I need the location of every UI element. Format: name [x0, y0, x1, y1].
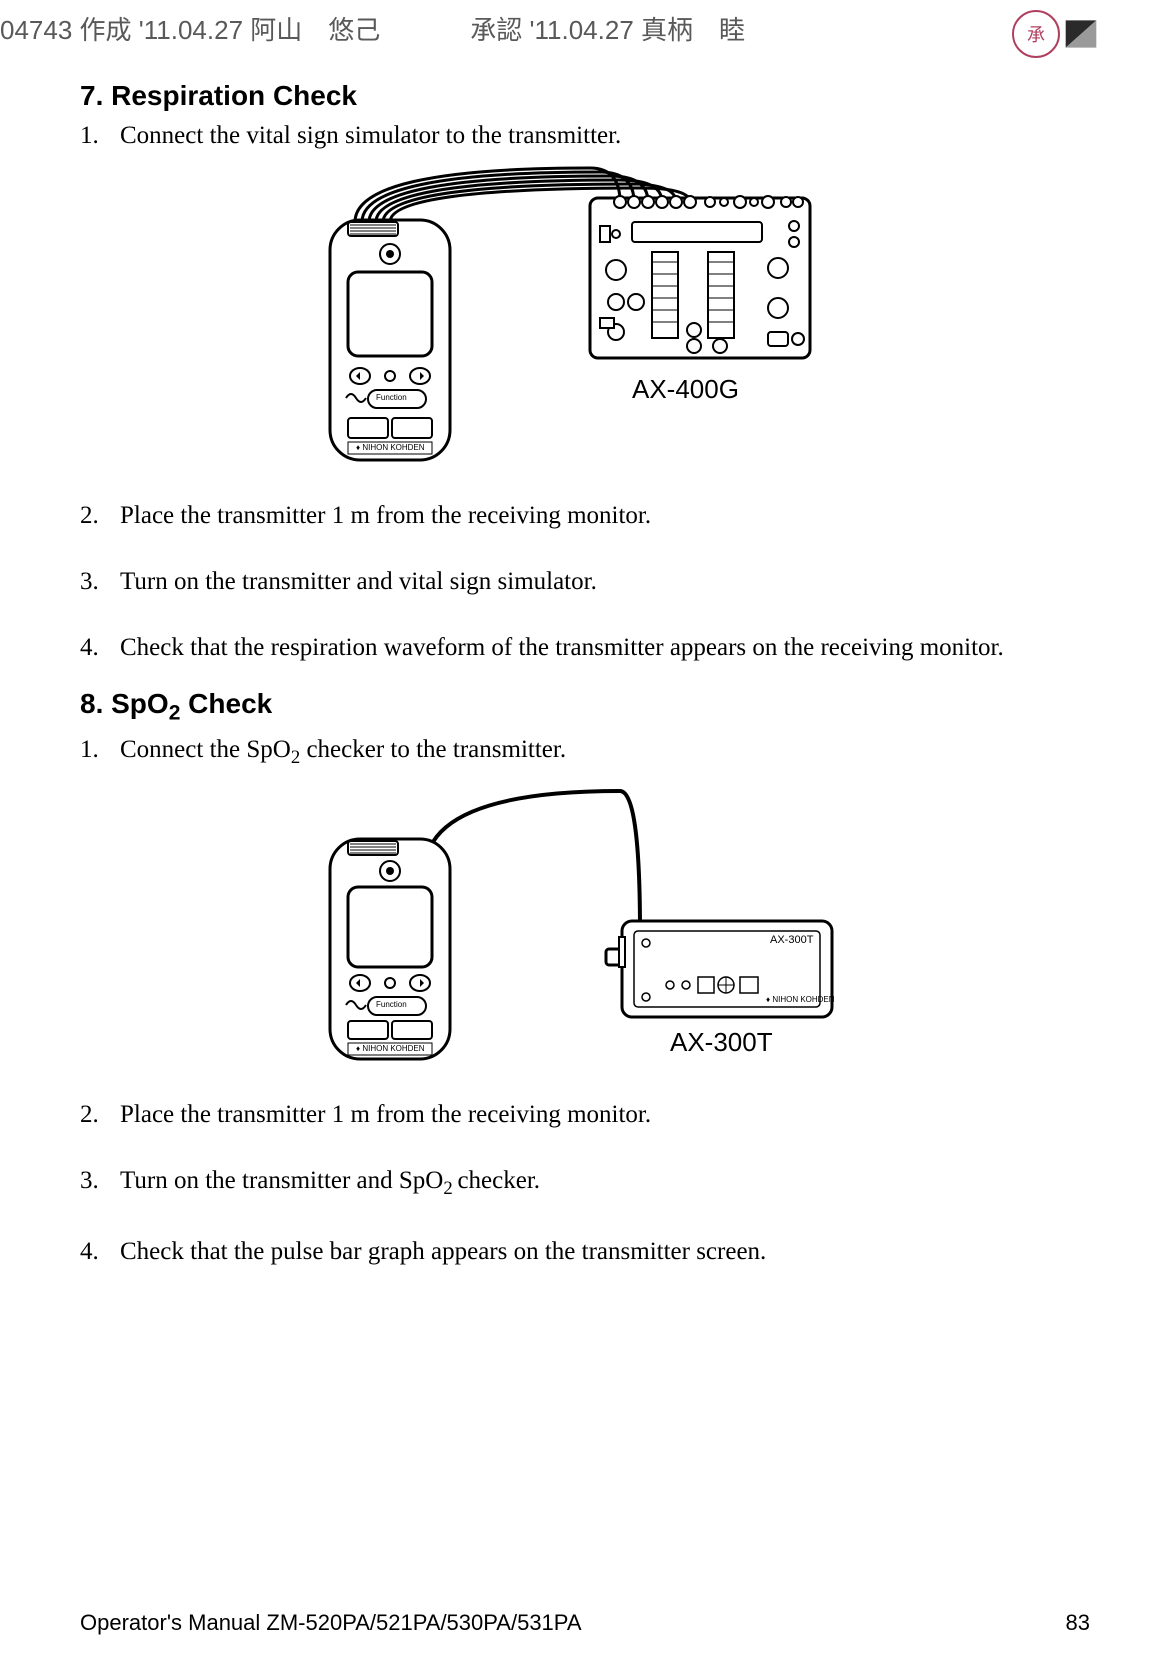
- function-label-1: Function: [376, 393, 407, 402]
- inner-model-label: AX-300T: [770, 934, 813, 946]
- section-7-title: 7. Respiration Check: [80, 80, 1090, 112]
- step-number: 1.: [80, 122, 120, 150]
- s8s1-prefix: Connect the SpO: [120, 736, 291, 763]
- approval-block: 承認 '11.04.27 真柄 睦: [470, 10, 745, 47]
- function-label-2: Function: [376, 1000, 407, 1009]
- section-7-step-2: 2. Place the transmitter 1 m from the re…: [80, 502, 1090, 530]
- section-7-step-4: 4. Check that the respiration waveform o…: [80, 634, 1090, 662]
- section-8-step-4: 4. Check that the pulse bar graph appear…: [80, 1238, 1090, 1266]
- step-number: 1.: [80, 736, 120, 769]
- s8s3-suffix: checker.: [457, 1167, 540, 1194]
- brand-text-2: NIHON KOHDEN: [362, 1044, 424, 1053]
- page: 04743 作成 '11.04.27 阿山 悠己 承認 '11.04.27 真柄…: [0, 0, 1158, 1676]
- step-text: Place the transmitter 1 m from the recei…: [120, 502, 1090, 530]
- title-suffix: Check: [180, 688, 272, 719]
- created-label: 作成: [80, 15, 132, 45]
- step-text: Turn on the transmitter and vital sign s…: [120, 568, 1090, 596]
- figure-1-svg: [300, 162, 860, 482]
- checker-brand-text: NIHON KOHDEN: [772, 995, 834, 1004]
- model-ax300t: AX-300T: [670, 1027, 773, 1058]
- doc-header: 04743 作成 '11.04.27 阿山 悠己 承認 '11.04.27 真柄…: [0, 10, 1158, 47]
- doc-no: 04743: [0, 15, 72, 45]
- stamp-glyph: 承: [1027, 21, 1045, 47]
- step-text: Check that the respiration waveform of t…: [120, 634, 1090, 662]
- figure-2-svg: [270, 781, 870, 1081]
- section-8-title: 8. SpO2 Check: [80, 688, 1090, 726]
- figure-respiration: Function ♦ NIHON KOHDEN AX-400G: [300, 162, 860, 482]
- created-date: '11.04.27: [139, 15, 243, 45]
- created-by: 阿山 悠己: [250, 15, 380, 45]
- s8s3-sub: 2: [443, 1178, 457, 1199]
- step-number: 4.: [80, 634, 120, 662]
- approved-date: '11.04.27: [530, 15, 634, 45]
- figure-spo2: Function ♦ NIHON KOHDEN AX-300T ♦ NIHON …: [270, 781, 870, 1081]
- brand-label-1: ♦ NIHON KOHDEN: [356, 443, 425, 452]
- step-text: Place the transmitter 1 m from the recei…: [120, 1101, 1090, 1129]
- model-ax400g: AX-400G: [632, 374, 739, 405]
- step-number: 3.: [80, 1167, 120, 1200]
- step-text: Connect the SpO2 checker to the transmit…: [120, 736, 1090, 769]
- s8s1-sub: 2: [291, 747, 300, 768]
- step-number: 2.: [80, 502, 120, 530]
- section-8-step-1: 1. Connect the SpO2 checker to the trans…: [80, 736, 1090, 769]
- page-footer: Operator's Manual ZM-520PA/521PA/530PA/5…: [80, 1610, 1090, 1636]
- step-text: Check that the pulse bar graph appears o…: [120, 1238, 1090, 1266]
- footer-page-number: 83: [1066, 1610, 1090, 1636]
- step-number: 2.: [80, 1101, 120, 1129]
- s8s1-suffix: checker to the transmitter.: [300, 736, 566, 763]
- section-8-step-2: 2. Place the transmitter 1 m from the re…: [80, 1101, 1090, 1129]
- step-number: 3.: [80, 568, 120, 596]
- approval-stamp: 承: [1012, 10, 1098, 58]
- doc-number: 04743 作成 '11.04.27 阿山 悠己: [0, 10, 380, 47]
- checker-brand: ♦ NIHON KOHDEN: [766, 995, 835, 1004]
- section-7-step-3: 3. Turn on the transmitter and vital sig…: [80, 568, 1090, 596]
- footer-left: Operator's Manual ZM-520PA/521PA/530PA/5…: [80, 1610, 582, 1636]
- step-text: Connect the vital sign simulator to the …: [120, 122, 1090, 150]
- step-number: 4.: [80, 1238, 120, 1266]
- title-sub: 2: [169, 702, 181, 725]
- brand-text-1: NIHON KOHDEN: [362, 443, 424, 452]
- approved-by: 真柄 睦: [641, 15, 745, 45]
- title-prefix: 8. SpO: [80, 688, 169, 719]
- s8s3-prefix: Turn on the transmitter and SpO: [120, 1167, 443, 1194]
- section-8-step-3: 3. Turn on the transmitter and SpO2 chec…: [80, 1167, 1090, 1200]
- content: 7. Respiration Check 1. Connect the vita…: [80, 70, 1090, 1274]
- step-text: Turn on the transmitter and SpO2 checker…: [120, 1167, 1090, 1200]
- approved-label: 承認: [470, 15, 522, 45]
- stamp-icon: 承: [1012, 10, 1060, 58]
- brand-label-2: ♦ NIHON KOHDEN: [356, 1044, 425, 1053]
- swoosh-icon: [1064, 17, 1098, 51]
- section-7-step-1: 1. Connect the vital sign simulator to t…: [80, 122, 1090, 150]
